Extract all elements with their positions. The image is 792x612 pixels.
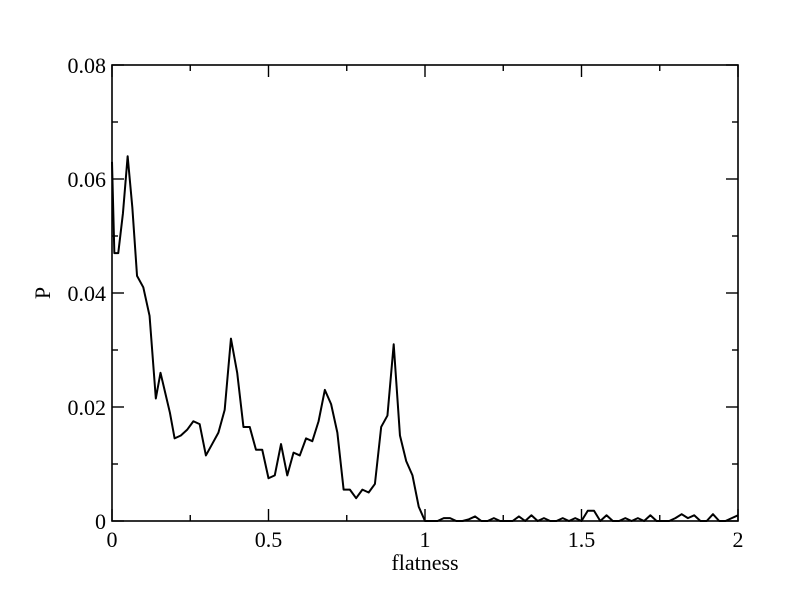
axis-ticks [111,64,739,522]
series-line [111,155,739,522]
y-tick-label: 0.04 [68,281,107,306]
x-tick-label: 0 [107,527,118,552]
x-tick-label: 0.5 [255,527,283,552]
x-axis-label: flatness [391,550,458,575]
y-tick-label: 0.06 [68,167,107,192]
y-tick-label: 0.08 [68,53,107,78]
x-tick-label: 1 [420,527,431,552]
y-tick-label: 0.02 [68,395,107,420]
y-tick-label: 0 [95,509,106,534]
x-tick-label: 2 [733,527,744,552]
axis-tick-labels: 0 0.5 1 1.5 2 0 0.02 0.04 0.06 0.08 [68,53,744,552]
y-axis-label: P [30,287,55,299]
x-tick-label: 1.5 [568,527,596,552]
series-group [111,155,739,522]
